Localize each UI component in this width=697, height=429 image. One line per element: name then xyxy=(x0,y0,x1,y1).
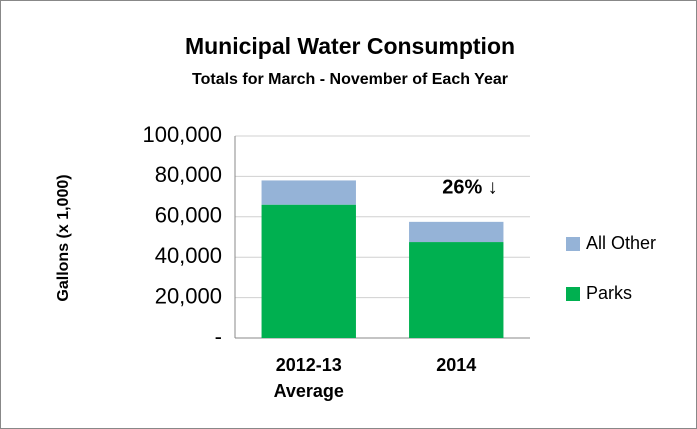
y-axis-label: Gallons (x 1,000) xyxy=(55,174,72,301)
chart-subtitle: Totals for March - November of Each Year xyxy=(192,71,508,88)
annotation: 26% ↓ xyxy=(442,176,498,198)
y-tick-label: 20,000 xyxy=(155,283,222,308)
y-tick-label: 80,000 xyxy=(155,162,222,187)
x-tick-label: 2014 xyxy=(436,355,477,375)
y-tick-label: 60,000 xyxy=(155,203,222,228)
chart-title: Municipal Water Consumption xyxy=(185,33,515,59)
y-tick-label: - xyxy=(215,324,222,349)
y-tick-label: 100,000 xyxy=(142,122,222,147)
bar-segment xyxy=(261,204,356,338)
bar-segment xyxy=(409,242,504,338)
bar-segment xyxy=(261,180,356,205)
legend-label: All Other xyxy=(586,233,656,253)
y-tick-label: 40,000 xyxy=(155,243,222,268)
bar-segment xyxy=(409,221,504,243)
x-tick-label: 2012-13 Average xyxy=(273,355,344,401)
legend-label: Parks xyxy=(586,283,632,303)
legend-swatch xyxy=(566,237,580,251)
legend-swatch xyxy=(566,287,580,301)
